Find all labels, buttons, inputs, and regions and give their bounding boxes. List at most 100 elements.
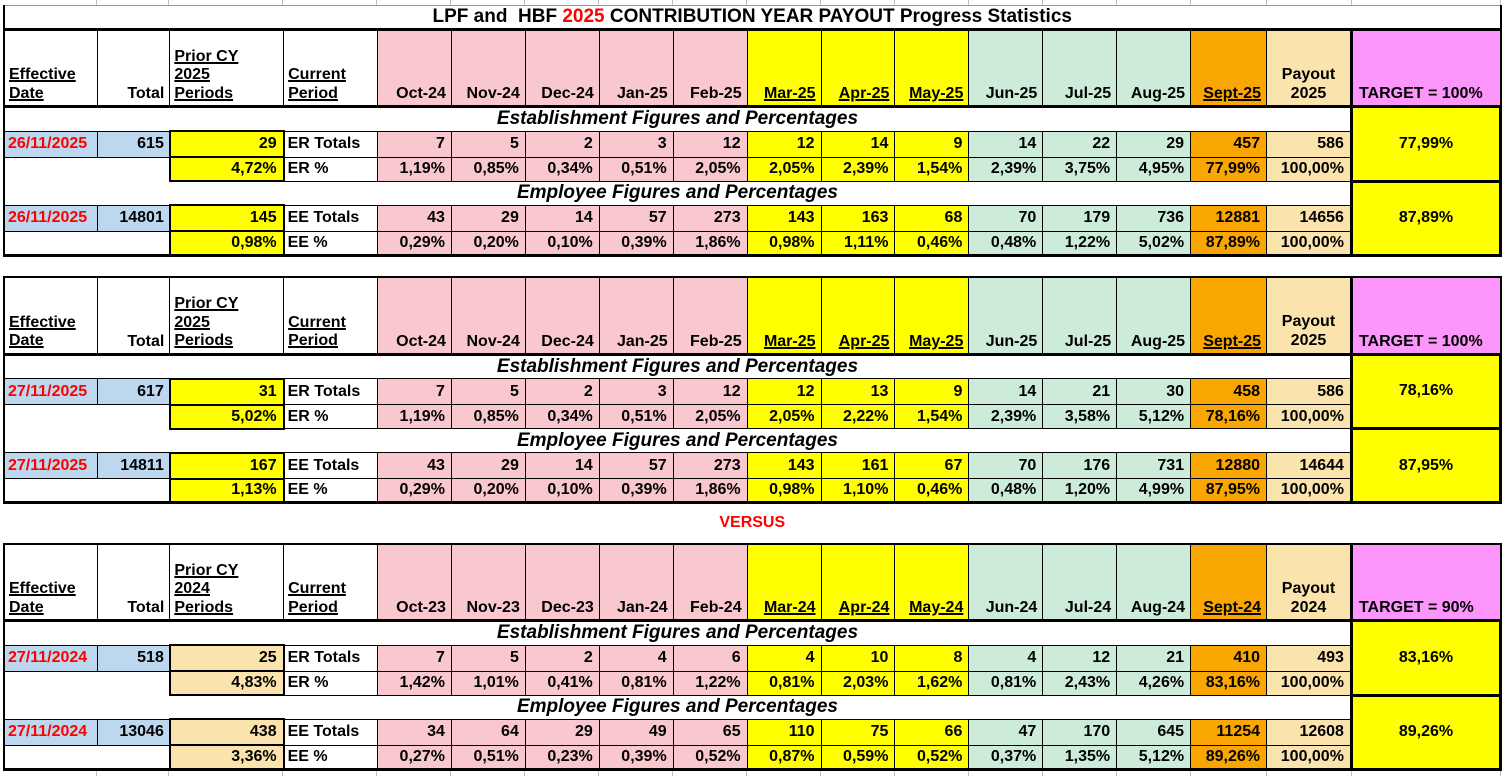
cell-month-value[interactable]: 14 — [524, 452, 600, 479]
cell-month-value[interactable]: 77,99% — [1190, 156, 1268, 182]
cell-month-value[interactable]: 176 — [1042, 452, 1118, 479]
cell-month-value[interactable]: 3 — [598, 130, 674, 158]
cell-header-month[interactable]: Dec-23 — [524, 542, 600, 622]
cell-total[interactable]: 13046 — [97, 718, 171, 746]
cell-month-value[interactable]: 57 — [598, 452, 674, 479]
cell-month-value[interactable]: 273 — [672, 452, 748, 479]
cell-month-value[interactable]: 1,10% — [820, 478, 896, 504]
cell-effective-date[interactable]: 26/11/2025 — [3, 130, 99, 158]
cell-month-value[interactable]: 68 — [894, 204, 970, 232]
cell-header-month[interactable]: Feb-25 — [672, 28, 748, 108]
cell-month-value[interactable]: 0,81% — [968, 670, 1044, 696]
cell-payout-value[interactable]: 100,00% — [1266, 744, 1352, 771]
cell-payout-value[interactable]: 100,00% — [1266, 478, 1352, 504]
cell-month-value[interactable]: 0,10% — [524, 478, 600, 504]
cell-month-value[interactable]: 0,39% — [598, 230, 674, 257]
cell-month-value[interactable]: 4 — [746, 644, 822, 672]
cell-month-value[interactable]: 5 — [450, 130, 526, 158]
cell-header-month[interactable]: Apr-24 — [820, 542, 896, 622]
cell-month-value[interactable]: 3,75% — [1042, 156, 1118, 182]
cell-month-value[interactable]: 273 — [672, 204, 748, 232]
cell-header-month[interactable]: Nov-24 — [450, 276, 526, 356]
cell-month-value[interactable]: 0,46% — [894, 230, 970, 257]
cell-header-month[interactable]: Feb-25 — [672, 276, 748, 356]
cell-month-value[interactable]: 3,58% — [1042, 404, 1118, 429]
cell-header-month[interactable]: Jul-25 — [1042, 28, 1118, 108]
cell-month-value[interactable]: 0,48% — [968, 478, 1044, 504]
cell-month-value[interactable]: 0,23% — [524, 744, 600, 771]
cell-month-value[interactable]: 87,95% — [1190, 478, 1268, 504]
cell-target-header[interactable]: TARGET = 100% — [1349, 276, 1502, 356]
cell-payout-value[interactable]: 100,00% — [1266, 404, 1352, 429]
cell-section-heading[interactable]: Employee Figures and Percentages — [2, 695, 1352, 719]
cell-month-value[interactable]: 7 — [377, 378, 452, 405]
cell-payout-value[interactable]: 586 — [1266, 378, 1352, 405]
cell-target-value[interactable]: 87,95% — [1349, 427, 1502, 504]
cell-month-value[interactable]: 645 — [1116, 718, 1192, 746]
cell-month-value[interactable]: 6 — [672, 644, 748, 672]
cell-header-month[interactable]: Apr-25 — [820, 28, 896, 108]
cell-month-value[interactable]: 1,62% — [894, 670, 970, 696]
cell-month-value[interactable]: 66 — [894, 718, 970, 746]
cell-header-effective-date[interactable]: Effective Date — [3, 276, 99, 356]
cell-month-value[interactable]: 12 — [746, 130, 822, 158]
cell-month-value[interactable]: 0,98% — [746, 478, 822, 504]
cell-month-value[interactable]: 0,20% — [450, 230, 526, 257]
cell-month-value[interactable]: 29 — [450, 204, 526, 232]
cell-header-total[interactable]: Total — [97, 28, 171, 108]
cell-prior-periods[interactable]: 25 — [168, 644, 285, 672]
cell-month-value[interactable]: 1,01% — [450, 670, 526, 696]
cell-total[interactable]: 14811 — [97, 452, 171, 479]
cell-month-value[interactable]: 0,39% — [598, 478, 674, 504]
cell-empty[interactable] — [3, 231, 98, 257]
cell-month-value[interactable]: 2,05% — [746, 156, 822, 182]
cell-month-value[interactable]: 0,52% — [672, 744, 748, 771]
cell-row-label[interactable]: ER Totals — [283, 644, 379, 672]
cell-payout-value[interactable]: 14644 — [1266, 452, 1352, 479]
cell-month-value[interactable]: 67 — [894, 452, 970, 479]
cell-target-value[interactable]: 83,16% — [1349, 619, 1502, 697]
cell-versus[interactable]: VERSUS — [4, 502, 1501, 544]
cell-row-label[interactable]: ER Totals — [283, 130, 379, 158]
cell-row-label[interactable]: ER % — [283, 156, 379, 182]
cell-payout-value[interactable]: 100,00% — [1266, 156, 1352, 182]
cell-header-month[interactable]: Mar-24 — [746, 542, 822, 622]
cell-month-value[interactable]: 0,85% — [450, 404, 526, 429]
cell-header-month[interactable]: Nov-23 — [450, 542, 526, 622]
cell-header-month[interactable]: May-24 — [894, 542, 970, 622]
cell-month-value[interactable]: 12 — [1042, 644, 1118, 672]
cell-prior-periods[interactable]: 145 — [168, 204, 285, 232]
cell-row-label[interactable]: EE % — [283, 744, 379, 771]
cell-empty[interactable] — [3, 671, 98, 695]
cell-month-value[interactable]: 1,86% — [672, 478, 748, 504]
cell-prior-periods[interactable]: 4,83% — [168, 670, 285, 696]
cell-empty[interactable] — [97, 404, 170, 429]
cell-month-value[interactable]: 0,20% — [450, 478, 526, 504]
cell-empty[interactable] — [97, 671, 170, 695]
cell-empty[interactable] — [97, 157, 170, 181]
cell-header-current-period[interactable]: Current Period — [283, 28, 379, 108]
cell-effective-date[interactable]: 26/11/2025 — [3, 204, 99, 232]
cell-month-value[interactable]: 1,35% — [1042, 744, 1118, 771]
cell-header-month[interactable]: Apr-25 — [820, 276, 896, 356]
cell-effective-date[interactable]: 27/11/2025 — [3, 378, 99, 405]
cell-month-value[interactable]: 34 — [377, 718, 452, 746]
cell-month-value[interactable]: 12 — [746, 378, 822, 405]
cell-payout-value[interactable]: 493 — [1266, 644, 1352, 672]
cell-row-label[interactable]: EE Totals — [283, 204, 379, 232]
cell-empty[interactable] — [3, 478, 98, 504]
cell-month-value[interactable]: 1,86% — [672, 230, 748, 257]
cell-empty[interactable] — [97, 745, 170, 771]
cell-month-value[interactable]: 9 — [894, 130, 970, 158]
cell-header-month[interactable]: Jan-25 — [598, 28, 674, 108]
cell-month-value[interactable]: 0,41% — [524, 670, 600, 696]
cell-month-value[interactable]: 4,26% — [1116, 670, 1192, 696]
cell-month-value[interactable]: 2 — [524, 378, 600, 405]
cell-prior-periods[interactable]: 5,02% — [168, 403, 285, 430]
cell-month-value[interactable]: 110 — [746, 718, 822, 746]
cell-header-month[interactable]: May-25 — [894, 28, 970, 108]
cell-month-value[interactable]: 4 — [598, 644, 674, 672]
cell-total[interactable]: 518 — [97, 644, 171, 672]
cell-month-value[interactable]: 0,52% — [894, 744, 970, 771]
cell-header-total[interactable]: Total — [97, 542, 171, 622]
